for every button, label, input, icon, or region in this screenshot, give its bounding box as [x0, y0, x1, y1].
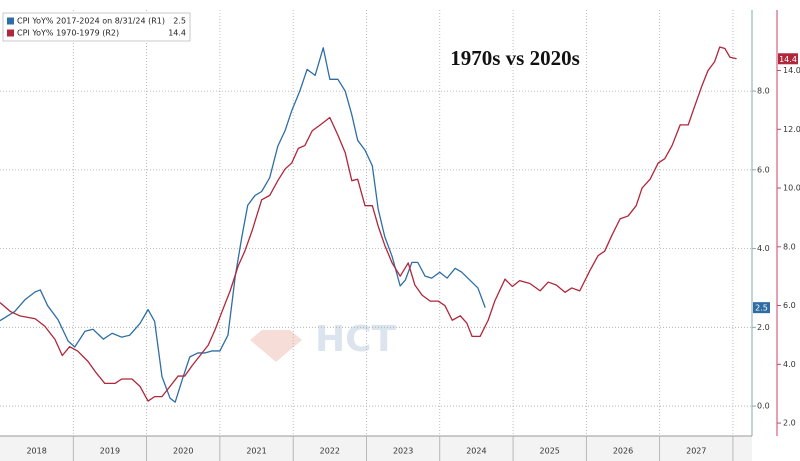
x-tick-label: 2022 [320, 447, 340, 456]
y-tick-label: 6.0 [757, 165, 770, 174]
legend-value: 2.5 [173, 17, 186, 26]
y-tick-label: 2.0 [757, 323, 770, 332]
watermark-logo [250, 330, 302, 362]
chart-title: 1970s vs 2020s [450, 46, 580, 70]
x-tick-label: 2025 [540, 447, 560, 456]
x-tick-label: 2021 [246, 447, 266, 456]
x-tick-label: 2018 [26, 447, 46, 456]
y2-tick-label: 14.0 [783, 66, 800, 75]
watermark-text: HCT [315, 319, 397, 360]
y-tick-label: 8.0 [757, 87, 770, 96]
legend-swatch [7, 29, 14, 37]
y2-tick-label: 6.0 [783, 301, 796, 310]
x-tick-label: 2019 [100, 447, 120, 456]
x-tick-label: 2024 [466, 447, 486, 456]
legend-label: CPI YoY% 2017-2024 on 8/31/24 (R1) [17, 17, 165, 26]
x-tick-label: 2027 [686, 447, 706, 456]
legend-label: CPI YoY% 1970-1979 (R2) [17, 29, 119, 38]
y2-tick-label: 4.0 [783, 360, 796, 369]
series-line [0, 46, 737, 402]
x-tick-label: 2020 [173, 447, 193, 456]
y-tick-label: 0.0 [757, 402, 770, 411]
x-tick-label: 2026 [613, 447, 633, 456]
y2-tick-label: 8.0 [783, 242, 796, 251]
last-value-badge [778, 53, 798, 65]
y2-tick-label: 10.0 [783, 184, 800, 193]
x-axis-strip [0, 436, 752, 461]
last-value-label: 2.5 [755, 304, 768, 313]
legend-value: 14.4 [168, 29, 186, 38]
x-tick-label: 2023 [393, 447, 413, 456]
legend: CPI YoY% 2017-2024 on 8/31/24 (R1) 2.5 CPI… [2, 12, 191, 42]
series-line [0, 47, 486, 403]
last-value-label: 14.4 [779, 55, 797, 64]
watermark: HCT [250, 319, 397, 362]
legend-swatch [7, 17, 14, 25]
y2-tick-label: 12.0 [783, 125, 800, 134]
legend-box [2, 12, 191, 42]
y2-tick-label: 2.0 [783, 419, 796, 428]
last-value-badge [753, 302, 770, 314]
y-tick-label: 4.0 [757, 244, 770, 253]
